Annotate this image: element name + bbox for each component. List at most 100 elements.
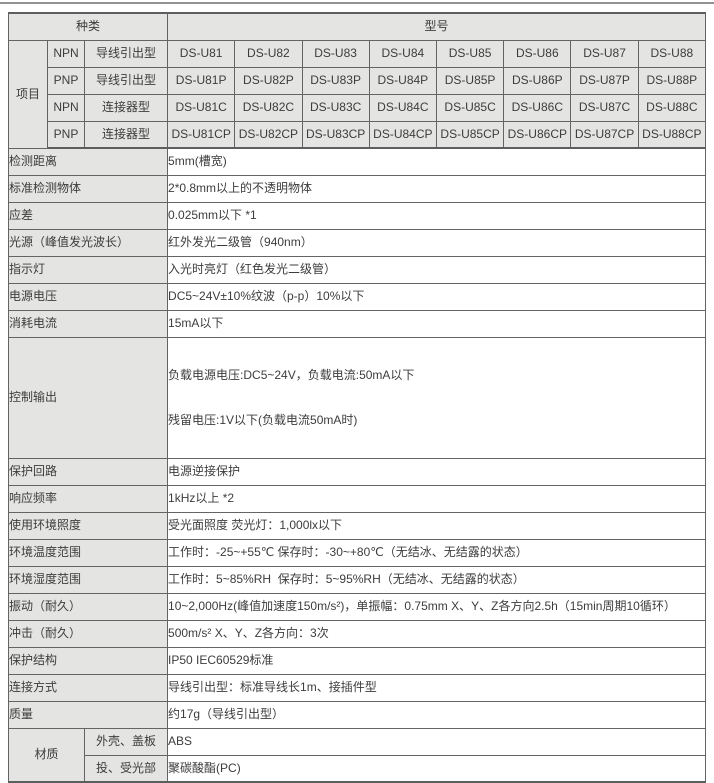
- model-cell: DS-U82C: [234, 93, 303, 122]
- model-cell: DS-U83C: [301, 93, 370, 122]
- model-cell: DS-U83CP: [301, 120, 370, 149]
- material-value: ABS: [167, 727, 706, 756]
- spec-value: 10~2,000Hz(峰值加速度150m/s²)，单振幅：0.75mm X、Y、…: [167, 592, 706, 621]
- item-header-cell: 项目: [8, 39, 48, 149]
- model-cell: DS-U81P: [167, 66, 236, 95]
- polarity-cell: PNP: [47, 120, 85, 149]
- model-cell: DS-U81C: [167, 93, 236, 122]
- spec-label: 冲击（耐久）: [7, 619, 169, 648]
- spec-row-ambient-humidity: 环境湿度范围 工作时：5~85%RH 保存时：5~95%RH（无结冰、无结露的状…: [7, 565, 706, 594]
- spec-row-connection-method: 连接方式 导线引出型：标准导线长1m、接插件型: [7, 673, 706, 702]
- spec-value: 5mm(槽宽): [167, 147, 706, 176]
- spec-value: 约17g（导线引出型）: [167, 700, 706, 729]
- model-cell: DS-U82CP: [234, 120, 303, 149]
- model-cell: DS-U81CP: [167, 120, 236, 149]
- spec-row-current-consumption: 消耗电流 15mA以下: [7, 309, 706, 338]
- spec-value: 工作时：5~85%RH 保存时：5~95%RH（无结冰、无结露的状态）: [167, 565, 706, 594]
- spec-row-hysteresis: 应差 0.025mm以下 *1: [7, 201, 706, 230]
- spec-label: 电源电压: [7, 282, 169, 311]
- spec-value: 导线引出型：标准导线长1m、接插件型: [167, 673, 706, 702]
- spec-label: 使用环境照度: [7, 511, 169, 540]
- model-cell: DS-U87C: [570, 93, 639, 122]
- model-cell: DS-U87: [570, 39, 639, 68]
- spec-value-line: 残留电压:1V以下(负载电流50mA时): [168, 412, 358, 427]
- spec-value: 500m/s² X、Y、Z各方向：3次: [167, 619, 706, 648]
- spec-row-indicator: 指示灯 入光时亮灯（红色发光二级管）: [7, 255, 706, 284]
- spec-row-ambient-temperature: 环境温度范围 工作时：-25~+55℃ 保存时：-30~+80℃（无结冰、无结露…: [7, 538, 706, 567]
- spec-label: 检测距离: [7, 147, 169, 176]
- material-label: 材质: [8, 727, 85, 783]
- spec-row-response-frequency: 响应频率 1kHz以上 *2: [7, 484, 706, 513]
- model-cell: DS-U88CP: [637, 120, 707, 149]
- model-cell: DS-U83: [301, 39, 370, 68]
- spec-value: 15mA以下: [167, 309, 706, 338]
- model-cell: DS-U86C: [503, 93, 572, 122]
- model-cell: DS-U81: [167, 39, 236, 68]
- model-cell: DS-U85P: [435, 66, 505, 95]
- spec-label: 应差: [7, 201, 169, 230]
- spec-value: 0.025mm以下 *1: [167, 201, 706, 230]
- model-cell: DS-U85CP: [435, 120, 505, 149]
- model-cell: DS-U84CP: [368, 120, 437, 149]
- header-row: 种类 型号: [7, 12, 706, 41]
- spec-label: 振动（耐久）: [7, 592, 169, 621]
- model-cell: DS-U86CP: [503, 120, 572, 149]
- model-cell: DS-U88P: [637, 66, 707, 95]
- spec-value: 负载电源电压:DC5~24V，负载电流:50mA以下 残留电压:1V以下(负载电…: [167, 336, 706, 459]
- spec-row-control-output: 控制输出 负载电源电压:DC5~24V，负载电流:50mA以下 残留电压:1V以…: [7, 336, 706, 459]
- material-row-lens: 投、受光部 聚碳酸酯(PC): [9, 754, 706, 783]
- spec-label: 保护回路: [7, 457, 169, 486]
- spec-label: 环境温度范围: [7, 538, 169, 567]
- model-cell: DS-U85C: [435, 93, 505, 122]
- spec-value: 1kHz以上 *2: [167, 484, 706, 513]
- polarity-cell: NPN: [47, 39, 85, 68]
- spec-value: 受光面照度 荧光灯：1,000lx以下: [167, 511, 706, 540]
- spec-row-protection-structure: 保护结构 IP50 IEC60529标准: [7, 646, 706, 675]
- top-divider: [0, 2, 714, 4]
- lead-type-cell: 连接器型: [83, 93, 169, 122]
- spec-row-vibration: 振动（耐久） 10~2,000Hz(峰值加速度150m/s²)，单振幅：0.75…: [7, 592, 706, 621]
- material-part: 投、受光部: [83, 754, 169, 783]
- spec-value-line: 负载电源电压:DC5~24V，负载电流:50mA以下: [168, 367, 415, 382]
- spec-row-supply-voltage: 电源电压 DC5~24V±10%纹波（p-p）10%以下: [7, 282, 706, 311]
- model-row-pnp-wire: PNP 导线引出型 DS-U81P DS-U82P DS-U83P DS-U84…: [9, 66, 707, 95]
- model-cell: DS-U84C: [368, 93, 437, 122]
- model-header-cell: 型号: [167, 12, 706, 41]
- model-cell: DS-U86: [503, 39, 572, 68]
- spec-label: 环境湿度范围: [7, 565, 169, 594]
- spec-value: IP50 IEC60529标准: [167, 646, 706, 675]
- spec-value: 红外发光二级管（940nm）: [167, 228, 706, 257]
- model-cell: DS-U87P: [570, 66, 639, 95]
- spec-label: 指示灯: [7, 255, 169, 284]
- model-cell: DS-U88: [637, 39, 707, 68]
- material-value: 聚碳酸酯(PC): [167, 754, 706, 783]
- spec-value: DC5~24V±10%纹波（p-p）10%以下: [167, 282, 706, 311]
- model-cell: DS-U87CP: [570, 120, 639, 149]
- material-row-housing: 材质 外壳、盖板 ABS: [8, 727, 706, 783]
- model-cell: DS-U83P: [301, 66, 370, 95]
- spec-value: 工作时：-25~+55℃ 保存时：-30~+80℃（无结冰、无结露的状态）: [167, 538, 706, 567]
- model-cell: DS-U84: [368, 39, 437, 68]
- material-part: 外壳、盖板: [83, 727, 169, 756]
- category-header-cell: 种类: [7, 12, 169, 41]
- spec-label: 保护结构: [7, 646, 169, 675]
- sensor-spec-table: 种类 型号 项目 NPN 导线引出型 DS-U81 DS-U82 DS-U83 …: [7, 12, 707, 783]
- model-cell: DS-U85: [435, 39, 505, 68]
- model-row-pnp-connector: PNP 连接器型 DS-U81CP DS-U82CP DS-U83CP DS-U…: [9, 120, 707, 149]
- spec-label: 标准检测物体: [7, 174, 169, 203]
- spec-row-weight: 质量 约17g（导线引出型）: [7, 700, 706, 729]
- spec-value: 2*0.8mm以上的不透明物体: [167, 174, 706, 203]
- model-cell: DS-U88C: [637, 93, 707, 122]
- spec-value: 入光时亮灯（红色发光二级管）: [167, 255, 706, 284]
- spec-row-light-source: 光源（峰值发光波长） 红外发光二级管（940nm）: [7, 228, 706, 257]
- spec-label: 光源（峰值发光波长）: [7, 228, 169, 257]
- model-row-npn-connector: NPN 连接器型 DS-U81C DS-U82C DS-U83C DS-U84C…: [9, 93, 707, 122]
- lead-type-cell: 导线引出型: [83, 66, 169, 95]
- polarity-cell: NPN: [47, 93, 85, 122]
- model-cell: DS-U82P: [234, 66, 303, 95]
- spec-label: 控制输出: [7, 336, 169, 459]
- spec-row-protection-circuit: 保护回路 电源逆接保护: [7, 457, 706, 486]
- spec-row-detection-distance: 检测距离 5mm(槽宽): [7, 147, 706, 176]
- spec-row-shock: 冲击（耐久） 500m/s² X、Y、Z各方向：3次: [7, 619, 706, 648]
- spec-label: 连接方式: [7, 673, 169, 702]
